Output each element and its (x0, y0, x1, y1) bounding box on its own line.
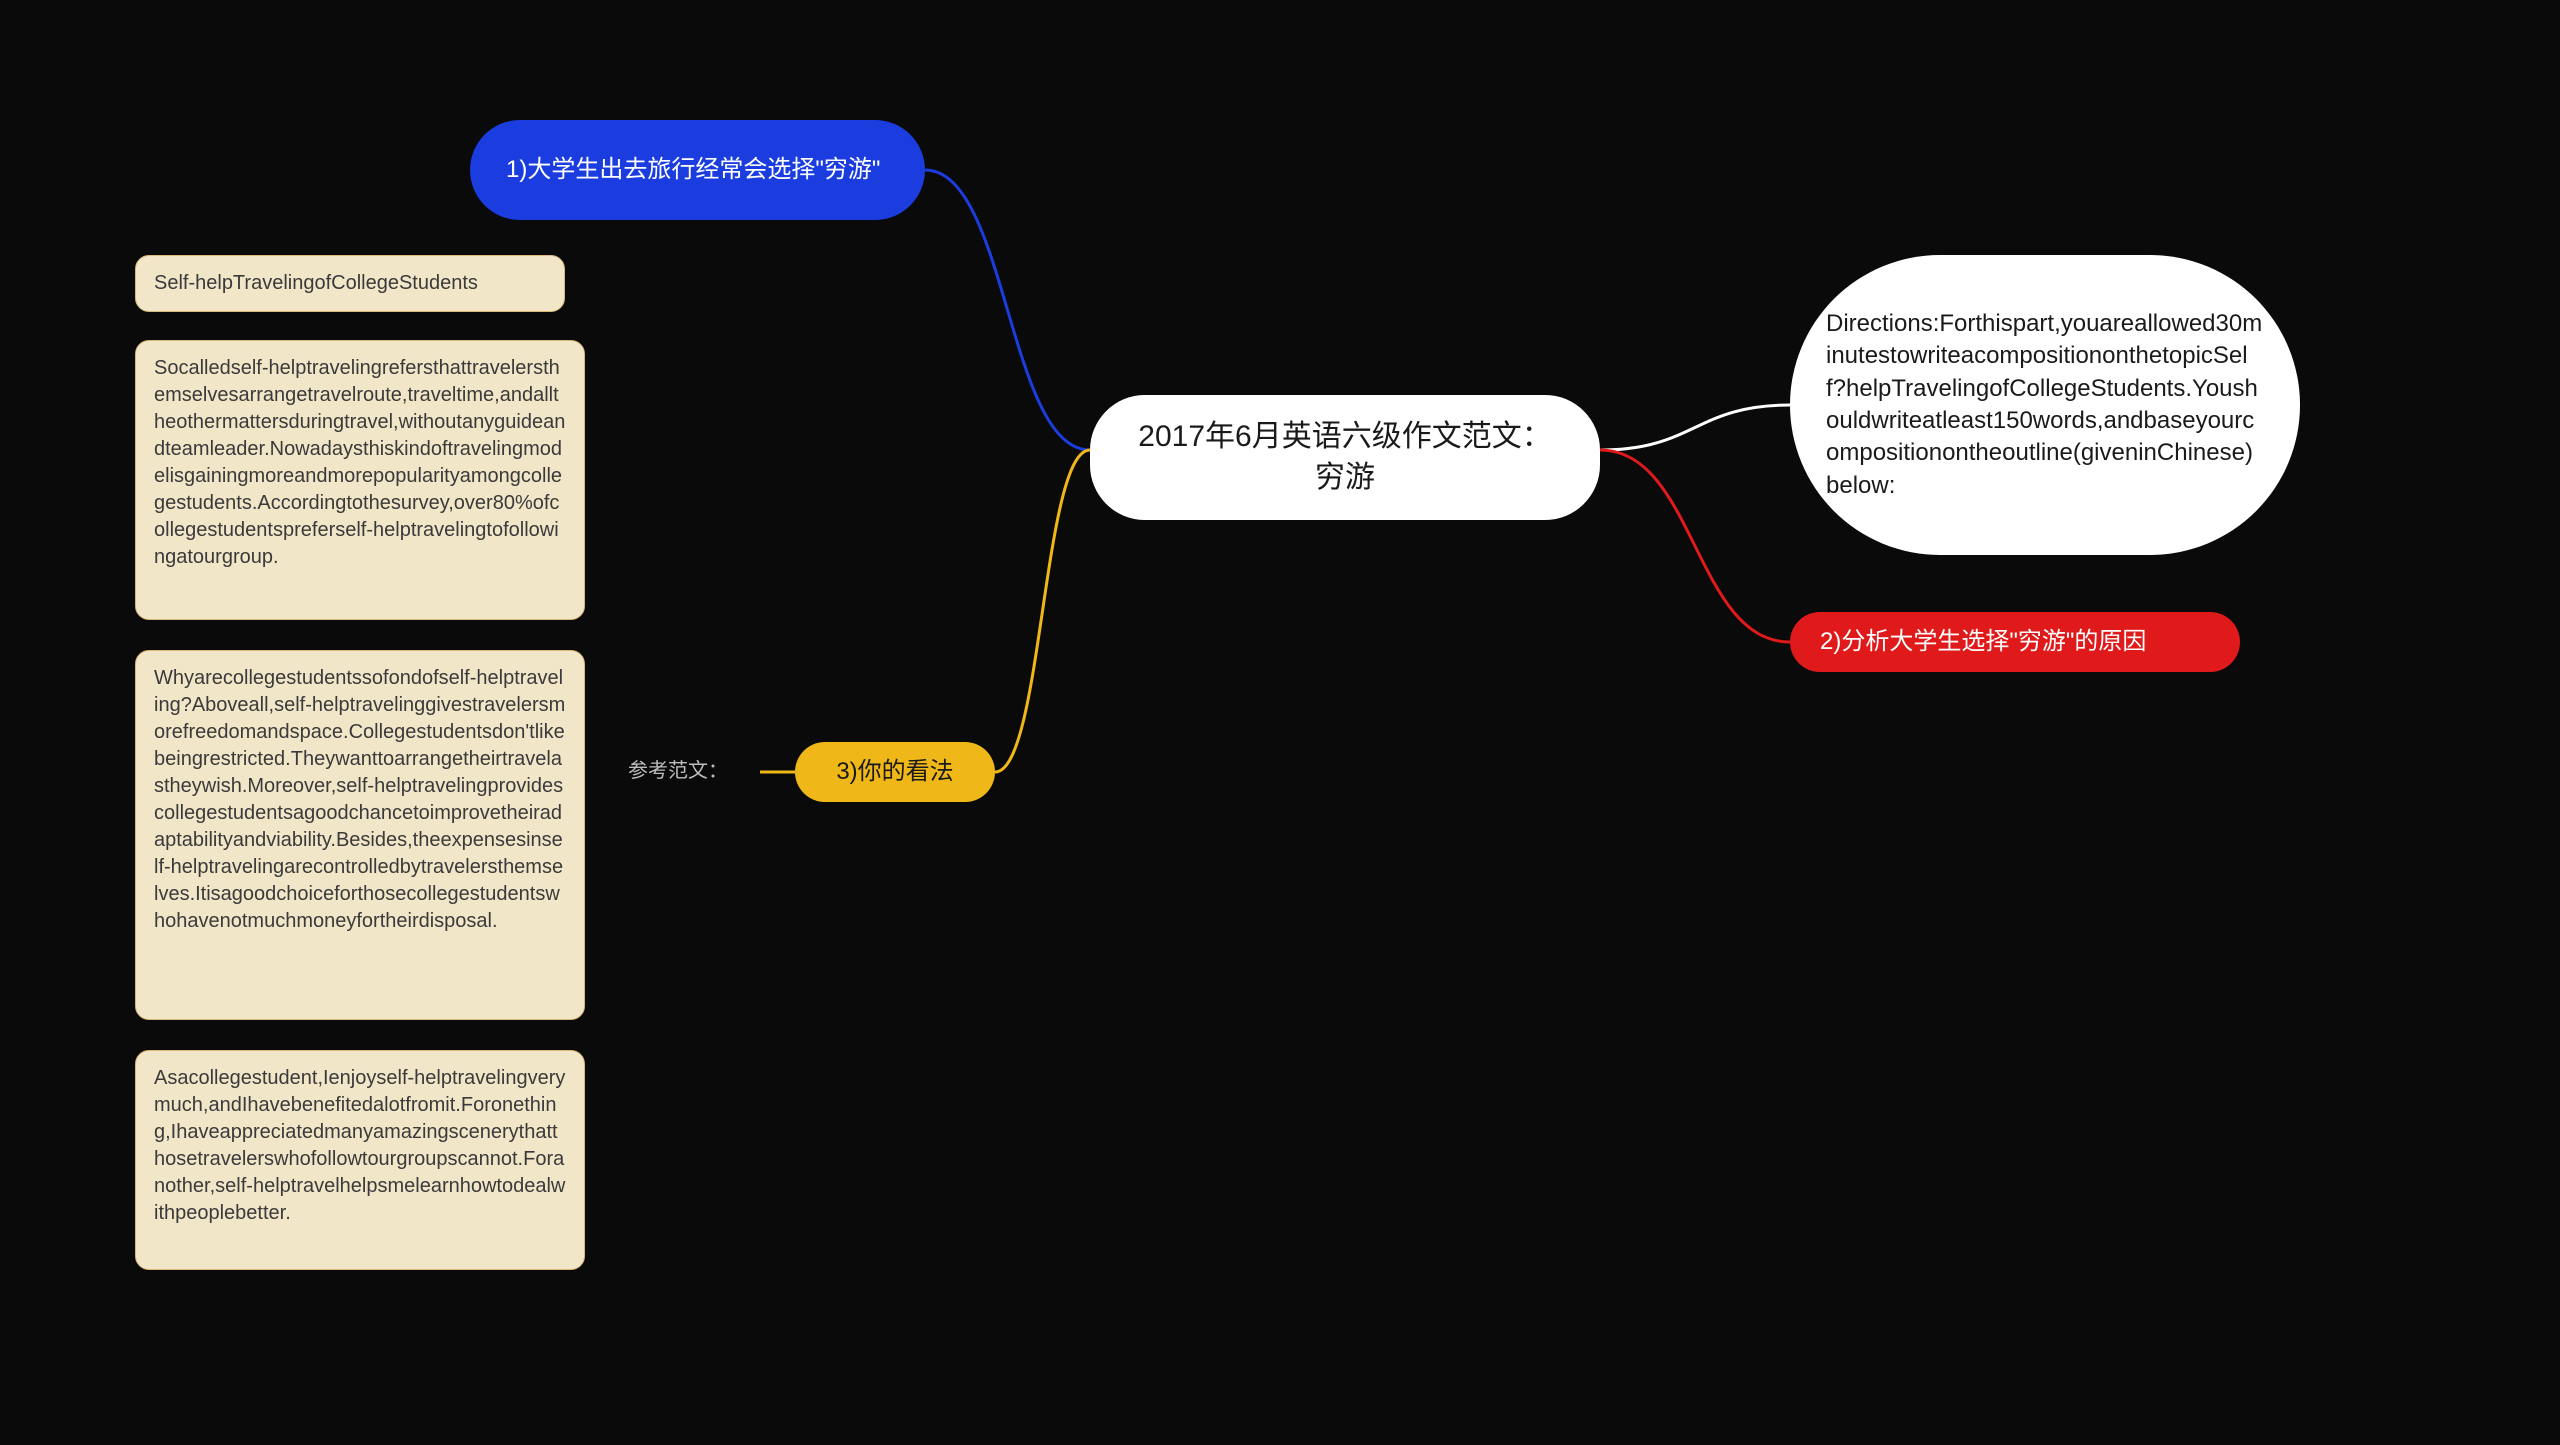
node-p1-text: Socalledself-helptravelingrefersthattrav… (154, 357, 565, 568)
node-b2-text: 2)分析大学生选择"穷游"的原因 (1820, 626, 2146, 658)
node-p2-text: Whyarecollegestudentssofondofself-helptr… (154, 667, 565, 932)
edge-center-b1 (925, 170, 1090, 450)
edge-center-b3 (995, 450, 1090, 772)
node-b3: 3)你的看法 (795, 742, 995, 802)
node-p3-text: Asacollegestudent,Ienjoyself-helptraveli… (154, 1067, 565, 1224)
node-directions-text: Directions:Forthispart,youareallowed30mi… (1826, 308, 2264, 502)
node-b1-text: 1)大学生出去旅行经常会选择"穷游" (506, 154, 880, 186)
node-directions: Directions:Forthispart,youareallowed30mi… (1790, 255, 2300, 555)
node-center-text: 2017年6月英语六级作文范文：穷游 (1126, 417, 1564, 498)
node-b1: 1)大学生出去旅行经常会选择"穷游" (470, 120, 925, 220)
node-p3: Asacollegestudent,Ienjoyself-helptraveli… (135, 1050, 585, 1270)
edge-center-b2 (1600, 450, 1790, 642)
node-p_title-text: Self-helpTravelingofCollegeStudents (154, 272, 478, 294)
node-p1: Socalledself-helptravelingrefersthattrav… (135, 340, 585, 620)
node-ref-text: 参考范文： (628, 760, 728, 782)
node-p2: Whyarecollegestudentssofondofself-helptr… (135, 650, 585, 1020)
node-ref: 参考范文： (620, 752, 760, 792)
node-b2: 2)分析大学生选择"穷游"的原因 (1790, 612, 2240, 672)
node-p_title: Self-helpTravelingofCollegeStudents (135, 255, 565, 312)
node-center: 2017年6月英语六级作文范文：穷游 (1090, 395, 1600, 520)
edge-center-directions (1600, 405, 1790, 450)
node-b3-text: 3)你的看法 (836, 756, 953, 788)
